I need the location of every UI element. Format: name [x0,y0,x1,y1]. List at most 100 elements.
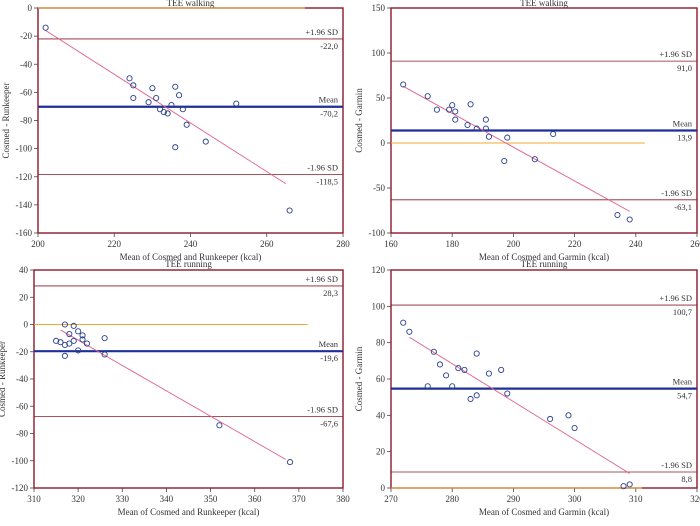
y-tick-label: 20 [19,292,29,302]
data-point [149,85,156,92]
x-axis-label: Mean of Cosmed and Runkeeper (kcal) [120,252,262,262]
data-point [473,392,480,399]
lower-limit-value: -63,1 [674,202,692,212]
lower-limit-value: -67,6 [320,419,338,429]
data-point [101,335,108,342]
x-tick-label: 260 [260,239,274,249]
regression-line [60,329,286,460]
x-tick-label: 310 [629,494,643,504]
data-point [172,83,179,90]
data-point [452,116,459,123]
data-point [164,110,171,117]
y-tick-label: -60 [16,401,28,411]
lower-limit-label: -1.96 SD [661,460,692,470]
data-point [101,351,108,358]
y-tick-label: 150 [372,3,386,13]
y-tick-label: -100 [12,456,29,466]
data-point [83,340,91,347]
x-tick-label: 360 [248,494,262,504]
data-point [443,372,450,379]
y-tick-label: 120 [372,265,386,275]
x-tick-label: 280 [336,239,350,249]
data-point [130,82,137,89]
y-tick-label: -60 [20,87,32,97]
x-tick-label: 160 [384,239,398,249]
mean-label: Mean [673,377,693,387]
data-point [452,108,459,115]
y-axis-label: Cosmed - Runkeeper [0,341,7,417]
upper-limit-value: 100,7 [673,307,692,317]
x-tick-label: 350 [204,494,218,504]
upper-limit-label: +1.96 SD [659,293,692,303]
data-point [216,422,223,429]
data-point [501,157,508,165]
chart-panel-2: TEE walking 160 180 200 220 240 260 150 100 50 0 -5… [354,0,700,262]
mean-label: Mean [673,118,693,128]
data-point [176,92,183,99]
upper-limit-label: +1.96 SD [305,27,338,37]
y-tick-label: 0 [28,3,33,13]
x-tick-label: 240 [184,239,198,249]
regression-line [45,30,287,185]
data-point [550,130,557,138]
y-tick-label: 0 [381,138,386,148]
data-point [485,133,492,140]
mean-value: 13,9 [677,132,692,142]
chart-title: TEE running [165,259,212,269]
data-point [467,101,474,108]
plot-frame [37,7,344,234]
data-point [183,121,190,128]
lower-limit-label: -1.96 SD [307,405,338,415]
y-tick-label: 0 [381,483,386,493]
mean-value: -19,6 [320,353,338,363]
data-point [145,99,152,106]
data-point [504,134,511,141]
data-point [66,340,73,347]
data-point [436,361,444,368]
data-point [547,415,554,423]
chart-panel-1: TEE walking 200 220 240 260 280 0 -20 -40 -60 -80 -… [1,0,350,262]
x-tick-label: 320 [690,494,700,504]
data-point [482,125,489,132]
y-tick-label: 100 [372,48,386,58]
data-point [168,101,175,109]
y-tick-label: -20 [20,31,32,41]
data-point [70,322,77,329]
x-tick-label: 200 [507,239,521,249]
y-tick-label: -80 [16,429,28,439]
y-tick-label: -100 [16,144,33,154]
upper-limit-value: -22,0 [320,41,338,51]
x-axis-label: Mean of Cosmed and Garmin (kcal) [479,507,609,517]
x-tick-label: 330 [116,494,130,504]
y-tick-label: -140 [16,200,33,210]
x-tick-label: 200 [31,239,45,249]
data-point [75,347,82,354]
data-point [482,116,489,123]
x-tick-label: 300 [568,494,582,504]
x-tick-label: 280 [445,494,459,504]
x-tick-label: 290 [507,494,521,504]
y-tick-label: -120 [12,483,29,493]
y-tick-label: 50 [376,93,386,103]
y-tick-label: -160 [16,228,33,238]
data-point [57,339,64,346]
data-point [467,395,474,403]
y-tick-label: 40 [376,410,386,420]
data-point [446,106,453,113]
regression-line [409,336,630,474]
plot-frame [33,269,344,489]
data-point [75,328,82,335]
upper-limit-label: +1.96 SD [659,49,692,59]
x-tick-label: 270 [384,494,398,504]
lower-limit-label: -1.96 SD [661,188,692,198]
y-tick-label: 80 [376,338,386,348]
data-point [61,352,68,359]
y-tick-label: -80 [20,116,32,126]
data-point [430,348,437,355]
data-point [531,156,538,163]
data-point [473,125,480,132]
y-tick-label: -100 [369,228,386,238]
data-point [400,319,407,326]
